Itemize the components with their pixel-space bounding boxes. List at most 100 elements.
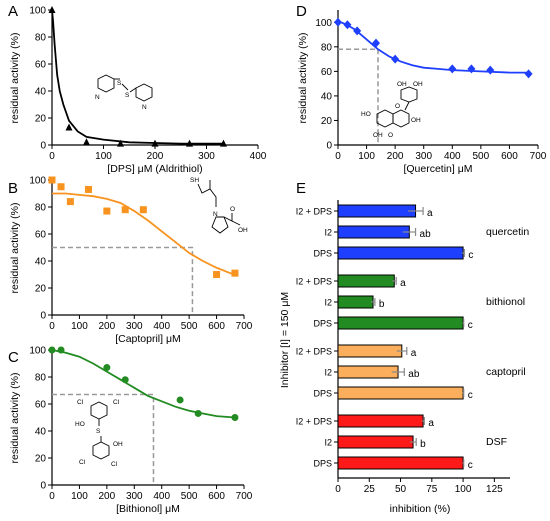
x-tick-label: 600 [208, 321, 225, 332]
fit-curve [52, 192, 236, 276]
x-tick-label: 0 [49, 491, 55, 502]
atom-o: O [230, 206, 235, 213]
x-tick-label: 500 [181, 321, 198, 332]
data-point [48, 346, 56, 354]
data-point [372, 38, 380, 48]
significance-letter: c [468, 390, 473, 401]
data-point [524, 69, 533, 79]
data-point [57, 183, 65, 191]
y-tick-label: 100 [315, 18, 332, 29]
x-tick-label: 50 [395, 484, 407, 495]
data-point [231, 414, 239, 421]
x-tick-label: 400 [153, 491, 170, 502]
y-tick-label: 40 [35, 427, 47, 438]
y-tick-label: 80 [35, 33, 47, 44]
bar-category-label: DPS [313, 389, 332, 399]
data-point [467, 64, 476, 74]
atom-cl1: Cl [77, 399, 84, 406]
data-point [66, 198, 74, 206]
x-tick-label: 300 [126, 321, 143, 332]
atom-cl4: Cl [111, 461, 118, 468]
reference-dashed-line [52, 393, 155, 485]
panel-label: A [8, 3, 18, 20]
bar [337, 274, 395, 288]
x-tick-label: 600 [501, 151, 518, 162]
y-tick-label: 80 [35, 373, 47, 384]
panel-e: E 0 25 50 75 100 125 inhibition (%) Inhibitor [I… [279, 180, 529, 515]
y-tick-label: 0 [40, 311, 46, 322]
data-point [213, 271, 221, 278]
x-tick-label: 300 [198, 151, 215, 162]
significance-letter: b [420, 439, 426, 450]
x-tick-label: 300 [415, 151, 432, 162]
quercetin-structure: OH OH HO OH O O OH [361, 81, 423, 139]
panel-label: B [8, 180, 18, 197]
group-name: quercetin [486, 226, 529, 238]
group-name: captopril [486, 366, 526, 378]
y-tick-label: 0 [40, 141, 46, 152]
bar-category-label: I2 + DPS [296, 207, 332, 217]
data-point [186, 139, 194, 147]
data-point [176, 396, 184, 404]
y-tick-label: 20 [35, 114, 47, 125]
atom-ho: HO [75, 421, 85, 428]
bar-category-label: I2 + DPS [296, 417, 332, 427]
atom-o-ring: O [395, 103, 400, 110]
significance-letter: a [400, 278, 406, 289]
y-tick-label: 80 [35, 203, 47, 214]
dps-structure: S S N N [95, 74, 153, 111]
bar-group-captopril: captopril a I2 + DPS ab I2 c DPS [296, 344, 526, 401]
atom-ho: HO [361, 111, 371, 118]
data-point [83, 138, 91, 146]
x-tick-label: 700 [236, 321, 253, 332]
atom-oh: OH [238, 227, 248, 234]
atom-cl2: Cl [113, 399, 120, 406]
atom-s2: S [125, 92, 130, 99]
bar-category-label: I2 [324, 228, 332, 238]
bar-category-label: I2 + DPS [296, 347, 332, 357]
x-axis-label: inhibition (%) [390, 503, 451, 515]
atom-o-keto: O [388, 132, 393, 139]
bar [337, 246, 464, 260]
significance-letter: ab [408, 369, 420, 380]
x-tick-label: 200 [387, 151, 404, 162]
data-point [84, 185, 92, 193]
bar [337, 386, 464, 400]
bar [337, 204, 417, 218]
x-tick-label: 400 [250, 151, 267, 162]
panel-label: C [8, 349, 19, 366]
significance-letter: c [468, 320, 473, 331]
x-tick-label: 200 [99, 491, 116, 502]
captopril-structure: SH N O OH [190, 177, 248, 234]
bar [337, 225, 410, 239]
x-tick-label: 0 [335, 484, 341, 495]
atom-cl3: Cl [79, 459, 86, 466]
x-tick-label: 600 [208, 491, 225, 502]
data-point [219, 139, 227, 147]
fit-curve [51, 349, 236, 419]
x-tick-label: 500 [473, 151, 490, 162]
data-point [116, 139, 124, 147]
x-tick-label: 75 [426, 484, 438, 495]
atom-n1: N [95, 94, 100, 101]
panel-c: C 0 100 200 300 400 500 600 700 0 20 40 60 80 100 [Bith… [8, 346, 253, 516]
data-point [334, 17, 342, 27]
x-tick-label: 0 [335, 151, 341, 162]
reference-dashed-line [338, 48, 379, 145]
bar [337, 414, 424, 428]
data-point [103, 364, 111, 372]
bar [337, 316, 464, 330]
y-tick-label: 40 [35, 257, 47, 268]
data-point [151, 139, 159, 147]
significance-letter: a [428, 418, 434, 429]
x-tick-label: 100 [95, 151, 112, 162]
x-tick-label: 125 [486, 484, 503, 495]
atom-oh3: OH [411, 117, 421, 124]
atom-oh: OH [113, 441, 123, 448]
bar-category-label: DPS [313, 319, 332, 329]
x-axis-label: [DPS] μM (Aldrithiol) [107, 163, 202, 175]
significance-letter: c [468, 250, 473, 261]
